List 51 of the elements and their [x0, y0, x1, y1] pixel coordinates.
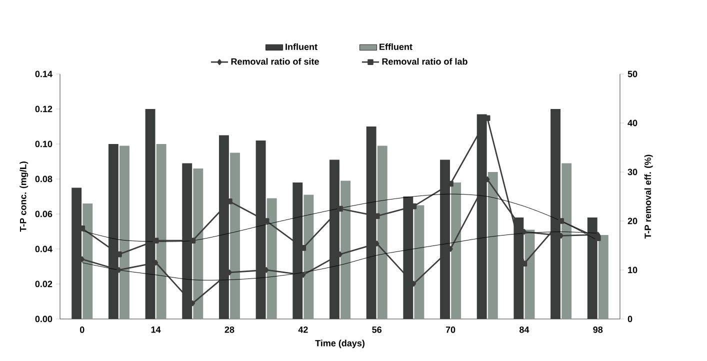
legend-label: Influent: [286, 43, 318, 50]
bar: [230, 152, 240, 319]
y2-tick-label: 20: [628, 218, 638, 224]
point: [337, 206, 343, 212]
bar: [304, 194, 314, 319]
y-tick-label: 0.10: [35, 140, 52, 148]
y-tick-label: 0.14: [35, 70, 52, 78]
y-tick-label: 0.04: [35, 246, 52, 252]
y2-axis-title: T-P removal eff. (%): [644, 154, 653, 239]
bar: [377, 146, 388, 319]
x-tick-label: 70: [446, 326, 456, 333]
y2-tick-label: 30: [628, 168, 638, 176]
bar: [72, 188, 82, 319]
x-tick-label: 84: [519, 326, 530, 333]
y2-tick-label: 0: [628, 316, 632, 322]
bar: [156, 144, 166, 319]
y-axis-title: T-P conc. (mg/L): [20, 162, 28, 232]
x-tick-label: 14: [151, 326, 161, 333]
x-tick-label: 28: [224, 326, 234, 333]
legend-label: Removal ratio of lab: [382, 58, 468, 65]
bar: [82, 203, 93, 319]
point: [190, 238, 196, 244]
x-axis-title: Time (days): [315, 340, 364, 348]
legend-label: Effluent: [380, 43, 412, 50]
x-tick-label: 42: [298, 326, 308, 333]
y-tick-label: 0.06: [35, 210, 52, 218]
y2-tick-label: 10: [628, 266, 638, 274]
bar: [340, 180, 350, 319]
bar: [598, 234, 608, 319]
y-tick-label: 0.00: [35, 316, 52, 322]
y-tick-label: 0.02: [35, 280, 52, 288]
y-tick-label: 0.12: [35, 106, 52, 112]
bar: [414, 205, 424, 319]
x-tick-label: 0: [80, 326, 84, 333]
bar: [562, 163, 572, 319]
bar: [266, 198, 277, 319]
point: [594, 235, 601, 242]
bar: [451, 182, 462, 319]
y-tick-label: 0.08: [35, 176, 52, 182]
point: [558, 218, 564, 224]
legend-label: Removal ratio of site: [231, 58, 319, 65]
y2-tick-label: 40: [628, 120, 638, 126]
bar: [524, 230, 535, 319]
x-tick-label: 98: [593, 326, 603, 333]
point: [152, 238, 159, 244]
y2-tick-label: 50: [628, 70, 638, 78]
point: [116, 267, 122, 273]
bar: [488, 172, 498, 319]
bar: [120, 146, 130, 319]
bar: [193, 168, 204, 319]
x-tick-label: 56: [372, 326, 382, 333]
